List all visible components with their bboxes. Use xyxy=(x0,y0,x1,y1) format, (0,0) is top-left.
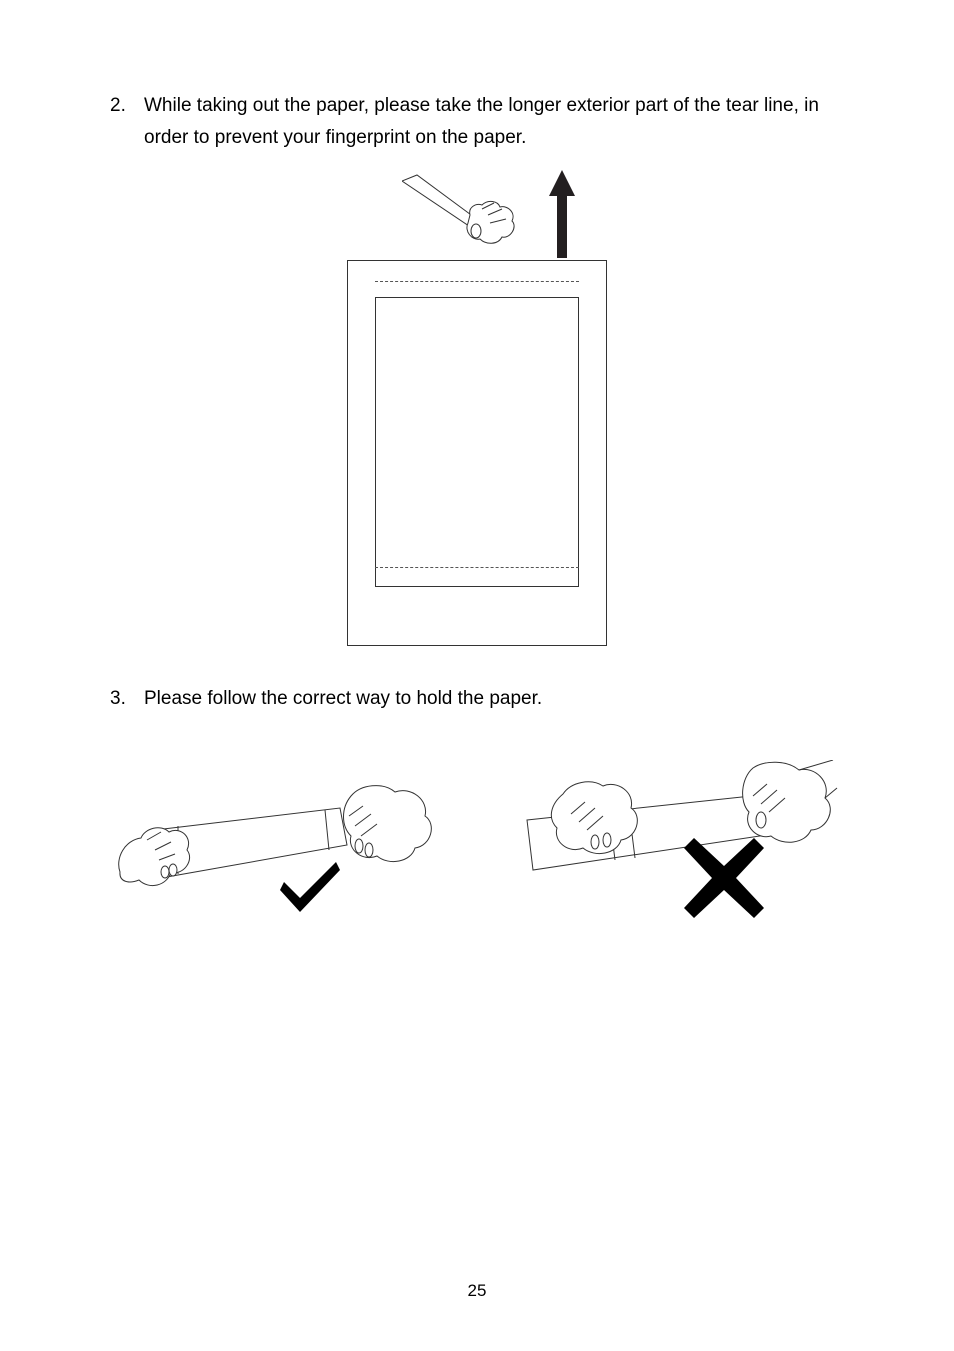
list-text-3: Please follow the correct way to hold th… xyxy=(144,683,542,715)
checkmark-icon xyxy=(280,858,340,913)
page-number: 25 xyxy=(0,1281,954,1301)
figure-peel-paper xyxy=(347,175,607,645)
list-item-3: 3. Please follow the correct way to hold… xyxy=(110,683,844,715)
hand-pulling-icon xyxy=(402,173,542,283)
up-arrow-icon xyxy=(547,170,577,260)
list-text-2: While taking out the paper, please take … xyxy=(144,90,844,155)
list-item-2: 2. While taking out the paper, please ta… xyxy=(110,90,844,155)
cross-icon xyxy=(684,838,764,918)
figure-hold-correct xyxy=(115,760,455,930)
tear-line-bottom xyxy=(375,567,579,568)
inner-sheet xyxy=(375,297,579,587)
figure-row-hold xyxy=(110,760,844,930)
hold-wrong-illustration xyxy=(499,760,839,930)
figure-1-wrap xyxy=(110,175,844,645)
page: 2. While taking out the paper, please ta… xyxy=(0,0,954,1351)
list-number-3: 3. xyxy=(110,683,144,715)
list-number-2: 2. xyxy=(110,90,144,155)
figure-hold-wrong xyxy=(499,760,839,930)
